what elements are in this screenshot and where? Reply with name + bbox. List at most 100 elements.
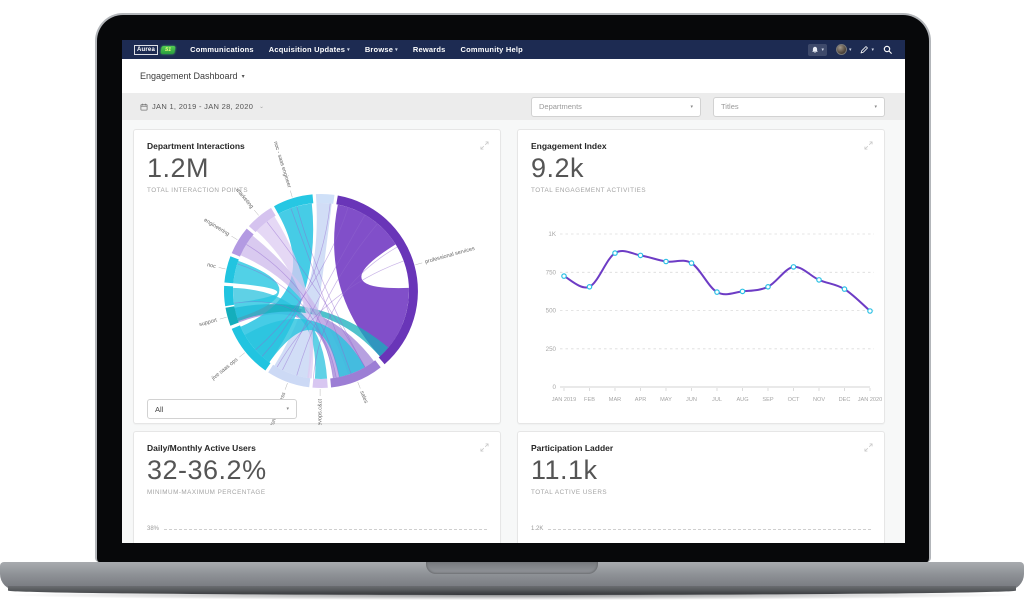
svg-text:professional services: professional services <box>424 246 475 266</box>
svg-text:marketing: marketing <box>234 187 254 209</box>
svg-text:MAY: MAY <box>660 397 672 403</box>
nav-item-label: Rewards <box>412 45 446 54</box>
engagement-line-chart: 1K 750 500 250 0 JAN 2019 FEB MAR APR MAY JUN JUL AU… <box>546 231 883 403</box>
pencil-icon <box>860 45 869 54</box>
chart-gridline: 1.2K <box>531 526 871 532</box>
nav-item-communications[interactable]: Communications <box>190 45 254 54</box>
svg-text:support: support <box>199 317 219 328</box>
svg-text:250: 250 <box>546 346 557 353</box>
navbar-actions: ▾ ▾ ▾ <box>808 43 893 56</box>
nav-item-browse[interactable]: Browse ▾ <box>365 45 398 54</box>
date-range-picker[interactable]: JAN 1, 2019 - JAN 28, 2020 ⌄ <box>140 102 264 111</box>
laptop-base-notch <box>426 562 598 574</box>
search-icon[interactable] <box>883 45 893 55</box>
card-title: Department Interactions <box>147 141 245 151</box>
card-title: Participation Ladder <box>531 443 614 453</box>
metric-label: TOTAL INTERACTION POINTS <box>147 187 249 194</box>
nav-item-community-help[interactable]: Community Help <box>461 45 523 54</box>
chart-gridline: 38% <box>147 526 487 532</box>
department-filter-select[interactable]: All ▾ <box>147 399 297 419</box>
chevron-down-icon: ▾ <box>347 46 350 53</box>
svg-text:noc: noc <box>206 262 216 270</box>
chevron-down-icon: ▾ <box>821 46 824 53</box>
metric-value: 9.2k <box>531 153 585 183</box>
gridline <box>548 528 871 530</box>
titles-placeholder: Titles <box>721 102 739 111</box>
filter-bar: JAN 1, 2019 - JAN 28, 2020 ⌄ Departments… <box>122 93 905 120</box>
gridline-label: 38% <box>147 526 160 532</box>
svg-text:500: 500 <box>546 308 557 315</box>
titles-select[interactable]: Titles ▾ <box>713 96 885 117</box>
svg-text:SEP: SEP <box>762 397 773 403</box>
chevron-down-icon: ▾ <box>871 46 874 53</box>
card-engagement-index: Engagement Index 9.2k TOTAL ENGAGEMENT A… <box>517 129 885 424</box>
aurea-logo[interactable]: Aurea 51 <box>134 44 176 55</box>
svg-text:engineering: engineering <box>203 217 231 237</box>
chevron-down-icon: ▾ <box>874 103 877 110</box>
avatar <box>835 44 847 55</box>
expand-icon[interactable] <box>480 141 489 150</box>
chevron-down-icon: ▾ <box>395 46 398 53</box>
metric-label: MINIMUM-MAXIMUM PERCENTAGE <box>147 489 266 496</box>
card-daily-monthly-active-users: Daily/Monthly Active Users 32-36.2% MINI… <box>133 431 501 543</box>
metric-value: 1.2M <box>147 153 210 183</box>
metric-label: TOTAL ENGAGEMENT ACTIVITIES <box>531 187 647 194</box>
metric-label: TOTAL ACTIVE USERS <box>531 489 608 496</box>
svg-text:JAN 2019: JAN 2019 <box>552 397 577 403</box>
svg-text:OCT: OCT <box>788 397 800 403</box>
top-navbar: Aurea 51 Communications Acquisition Upda… <box>122 40 905 59</box>
laptop-shadow <box>14 590 1010 600</box>
svg-text:NOV: NOV <box>813 397 825 403</box>
svg-text:MAR: MAR <box>609 397 621 403</box>
svg-text:APR: APR <box>635 397 647 403</box>
create-content-button[interactable]: ▾ <box>860 45 874 54</box>
nav-item-label: Communications <box>190 45 254 54</box>
expand-icon[interactable] <box>864 443 873 452</box>
svg-text:jive.ms.devops.c&ct: jive.ms.devops.c&ct <box>317 399 323 425</box>
dashboard-title-row: Engagement Dashboard ▾ <box>122 59 905 93</box>
logo-badge: 51 <box>160 45 176 54</box>
screen: Aurea 51 Communications Acquisition Upda… <box>122 40 905 543</box>
metric-value: 32-36.2% <box>147 455 267 485</box>
departments-placeholder: Departments <box>539 102 582 111</box>
svg-text:FEB: FEB <box>584 397 595 403</box>
nav-item-rewards[interactable]: Rewards <box>413 45 446 54</box>
departments-select[interactable]: Departments ▾ <box>531 96 701 117</box>
card-participation-ladder: Participation Ladder 11.1k TOTAL ACTIVE … <box>517 431 885 543</box>
nav-item-label: Community Help <box>460 45 523 54</box>
svg-text:750: 750 <box>546 269 557 276</box>
svg-text:1K: 1K <box>548 231 556 238</box>
laptop-base <box>0 562 1024 590</box>
page-title[interactable]: Engagement Dashboard <box>140 71 238 81</box>
nav-item-acquisition-updates[interactable]: Acquisition Updates ▾ <box>269 45 350 54</box>
svg-text:JUL: JUL <box>712 397 722 403</box>
svg-text:AUG: AUG <box>736 397 748 403</box>
chevron-down-icon: ⌄ <box>259 103 265 110</box>
svg-text:DEC: DEC <box>839 397 851 403</box>
nav-item-label: Browse <box>364 45 394 54</box>
chord-diagram: professional services sales jive.ms.devops… <box>199 141 476 425</box>
cards-grid: Department Interactions 1.2M TOTAL INTER… <box>122 120 905 543</box>
bell-icon <box>811 46 819 54</box>
card-title: Daily/Monthly Active Users <box>147 443 256 453</box>
chevron-down-icon: ▾ <box>286 406 289 412</box>
chevron-down-icon: ▾ <box>848 46 852 53</box>
notifications-button[interactable]: ▾ <box>808 43 827 56</box>
metric-value: 11.1k <box>531 455 598 485</box>
svg-text:noc - saas engineer: noc - saas engineer <box>272 141 292 189</box>
svg-text:jive saas ops: jive saas ops <box>210 357 239 382</box>
svg-text:JUN: JUN <box>686 397 697 403</box>
expand-icon[interactable] <box>864 141 873 150</box>
svg-text:sales: sales <box>358 390 368 404</box>
logo-text: Aurea <box>134 44 159 55</box>
gridline-label: 1.2K <box>531 526 544 532</box>
selected-option: All <box>155 404 164 414</box>
svg-text:JAN 2020: JAN 2020 <box>858 397 883 403</box>
svg-text:0: 0 <box>553 384 557 391</box>
chevron-down-icon[interactable]: ▾ <box>241 73 245 80</box>
expand-icon[interactable] <box>480 443 489 452</box>
user-menu-button[interactable]: ▾ <box>835 44 852 55</box>
nav-item-label: Acquisition Updates <box>268 45 346 54</box>
calendar-icon <box>140 103 148 111</box>
